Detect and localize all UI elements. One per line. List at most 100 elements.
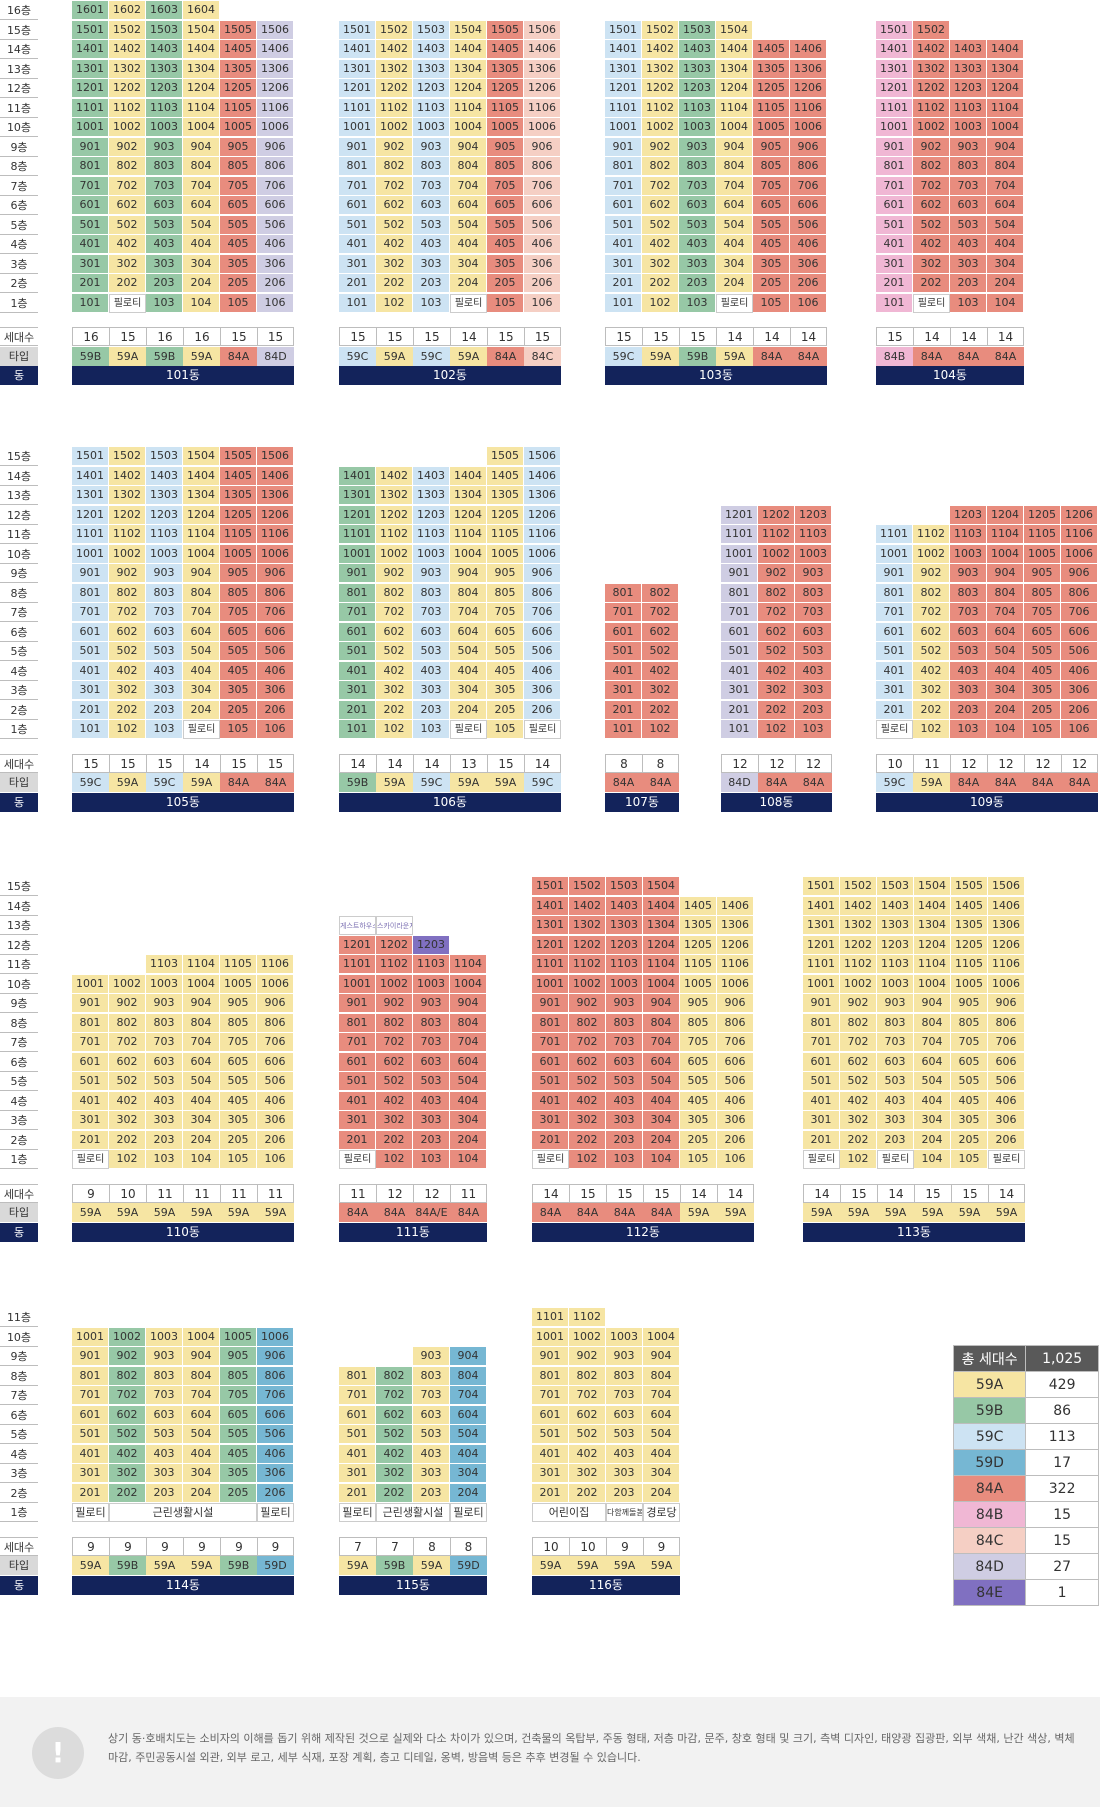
- unit-cell: 1501: [72, 447, 109, 466]
- unit-cell: 806: [524, 583, 561, 603]
- unit-cell: 401: [532, 1091, 569, 1111]
- unit-cell: 303: [413, 1111, 450, 1130]
- unit-cell: 506: [257, 1425, 294, 1444]
- unit-cell: 402: [376, 1444, 413, 1464]
- unit-cell: 1006: [257, 1327, 294, 1347]
- unit-cell: 601: [876, 196, 913, 215]
- unit-cell: 406: [988, 1091, 1025, 1111]
- unit-count-cell: 14: [717, 1183, 754, 1203]
- unit-cell: 705: [680, 1033, 717, 1052]
- unit-cell: 605: [753, 196, 790, 215]
- unit-cell: 1502: [913, 20, 950, 40]
- unit-type-cell: 84A: [987, 346, 1024, 366]
- unit-count-cell: 11: [257, 1183, 294, 1203]
- unit-cell: 404: [450, 661, 487, 681]
- unit-cell: 201: [72, 1483, 109, 1503]
- unit-cell: 706: [257, 603, 294, 622]
- unit-cell: 901: [876, 137, 913, 157]
- unit-cell: 102: [376, 1150, 413, 1169]
- type-legend: 총 세대수 1,025 59A 429 59B 86 59C 113 59D 17 84A 322…: [952, 1345, 1099, 1606]
- unit-cell: 602: [758, 622, 795, 642]
- unit-cell: 202: [913, 700, 950, 720]
- unit-count-cell: 14: [790, 327, 827, 346]
- unit-cell: 303: [950, 254, 987, 274]
- facility-cell: 다함께돌봄센터: [606, 1503, 643, 1522]
- unit-count-cell: 15: [876, 327, 913, 346]
- unit-cell: 1106: [1061, 525, 1098, 544]
- unit-cell: 405: [220, 235, 257, 254]
- unit-cell: 101: [339, 293, 376, 313]
- unit-cell: 602: [840, 1052, 877, 1072]
- legend-row: 59D 17: [952, 1449, 1099, 1476]
- unit-cell: 402: [642, 661, 679, 681]
- unit-cell: 804: [450, 1013, 487, 1033]
- legend-row: 84D 27: [952, 1553, 1099, 1580]
- unit-cell: 1205: [951, 935, 988, 955]
- unit-count-cell: 12: [795, 753, 832, 773]
- unit-cell: 301: [339, 1464, 376, 1483]
- unit-cell: 503: [413, 1072, 450, 1091]
- unit-cell: 105: [951, 1150, 988, 1169]
- unit-cell: 803: [606, 1013, 643, 1033]
- unit-cell: 필로티: [532, 1150, 569, 1169]
- floor-label: 9층: [0, 1347, 38, 1366]
- unit-cell: 701: [876, 176, 913, 196]
- unit-cell: 301: [339, 1111, 376, 1130]
- unit-cell: 102: [569, 1150, 606, 1169]
- unit-cell: 103: [795, 720, 832, 739]
- unit-cell: 501: [605, 215, 642, 235]
- unit-cell: 601: [72, 196, 109, 215]
- unit-type-cell: 59C: [876, 773, 913, 792]
- unit-cell: 701: [72, 176, 109, 196]
- floor-label: 4층: [0, 662, 38, 681]
- unit-cell: 1304: [987, 59, 1024, 79]
- unit-cell: 1503: [413, 20, 450, 40]
- unit-type-cell: 59B: [220, 1556, 257, 1575]
- unit-cell: 702: [642, 603, 679, 622]
- unit-cell: 1201: [803, 935, 840, 955]
- unit-cell: 1005: [220, 1327, 257, 1347]
- floor-label: 5층: [0, 1072, 38, 1091]
- dong-name-bar: 110동: [72, 1222, 294, 1242]
- unit-cell: 505: [220, 1425, 257, 1444]
- unit-cell: 702: [109, 1386, 146, 1405]
- unit-cell: 1006: [524, 544, 561, 564]
- unit-cell: 204: [450, 274, 487, 293]
- unit-cell: 706: [717, 1033, 754, 1052]
- unit-cell: 필로티: [109, 293, 146, 313]
- unit-cell: 1204: [914, 935, 951, 955]
- unit-cell: 301: [532, 1464, 569, 1483]
- unit-cell: 505: [220, 642, 257, 661]
- unit-cell: 302: [109, 254, 146, 274]
- unit-cell: 1405: [220, 466, 257, 486]
- unit-cell: 1004: [716, 118, 753, 137]
- unit-cell: 1002: [109, 974, 146, 994]
- unit-cell: 402: [109, 235, 146, 254]
- facility-cell: 필로티: [339, 1503, 376, 1522]
- unit-cell: 302: [376, 254, 413, 274]
- unit-cell: 1104: [716, 98, 753, 118]
- unit-cell: 1404: [987, 40, 1024, 59]
- unit-cell: 604: [183, 1052, 220, 1072]
- unit-cell: 505: [487, 215, 524, 235]
- unit-cell: 306: [257, 681, 294, 700]
- unit-cell: 필로티: [339, 1150, 376, 1169]
- unit-cell: 406: [257, 1444, 294, 1464]
- unit-cell: 404: [987, 235, 1024, 254]
- unit-type-cell: 84D: [257, 346, 294, 366]
- unit-cell: 701: [721, 603, 758, 622]
- unit-cell: 906: [257, 564, 294, 583]
- unit-cell: 701: [72, 1033, 109, 1052]
- unit-type-cell: 84A: [487, 346, 524, 366]
- unit-cell: 1104: [643, 955, 680, 974]
- unit-cell: 603: [679, 196, 716, 215]
- unit-cell: 105: [753, 293, 790, 313]
- unit-cell: 503: [950, 215, 987, 235]
- unit-cell: 1002: [376, 544, 413, 564]
- unit-cell: 301: [876, 254, 913, 274]
- unit-cell: 203: [950, 700, 987, 720]
- unit-type-cell: 59A: [913, 773, 950, 792]
- legend-header: 총 세대수: [952, 1345, 1027, 1372]
- unit-type-cell: 59A: [183, 1203, 220, 1222]
- unit-cell: 406: [257, 1091, 294, 1111]
